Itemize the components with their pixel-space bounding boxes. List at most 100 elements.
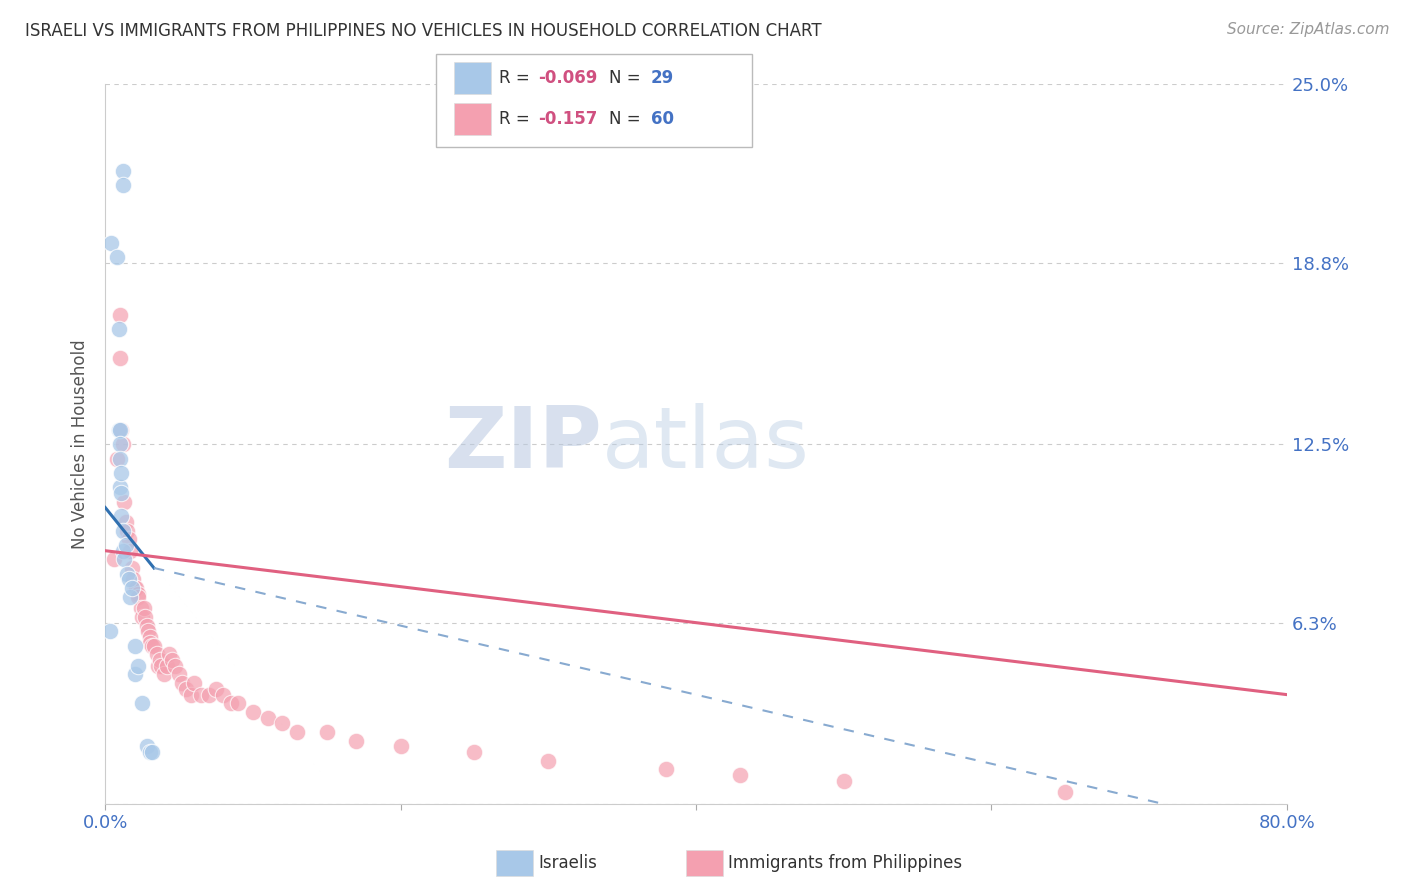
Text: N =: N = [609,69,645,87]
Text: N =: N = [609,110,645,128]
Point [127,587,149,601]
Point [127,658,149,673]
Point [205,681,228,696]
Point [170,676,193,690]
Point [149,653,172,667]
Point [344,733,367,747]
Point [125,581,148,595]
Point [160,653,183,667]
Point [121,561,143,575]
Text: Source: ZipAtlas.com: Source: ZipAtlas.com [1226,22,1389,37]
Point [98,624,121,639]
Point [107,423,129,437]
Text: atlas: atlas [602,402,810,486]
Text: Immigrants from Philippines: Immigrants from Philippines [728,855,963,872]
Point [183,676,205,690]
Point [153,667,176,681]
Point [730,768,752,782]
Point [197,688,219,702]
Text: Israelis: Israelis [538,855,598,872]
Text: 29: 29 [651,69,675,87]
Point [124,581,146,595]
Point [138,745,160,759]
Point [110,486,132,500]
Point [148,658,170,673]
Point [256,711,278,725]
Point [100,235,122,250]
Point [108,480,131,494]
Point [537,754,560,768]
Point [146,648,169,662]
Point [115,538,138,552]
Point [285,725,308,739]
Point [156,658,179,673]
Point [212,688,235,702]
Point [131,610,153,624]
Point [117,524,139,538]
Point [118,532,141,546]
Point [127,590,149,604]
Point [124,639,146,653]
Point [108,451,131,466]
Point [138,630,160,644]
Point [107,322,129,336]
Point [110,423,132,437]
Point [108,351,131,365]
Point [111,437,134,451]
Text: ISRAELI VS IMMIGRANTS FROM PHILIPPINES NO VEHICLES IN HOUSEHOLD CORRELATION CHAR: ISRAELI VS IMMIGRANTS FROM PHILIPPINES N… [25,22,823,40]
Point [463,745,485,759]
Point [163,658,186,673]
Point [120,543,142,558]
Point [118,573,141,587]
Point [150,658,173,673]
Point [389,739,412,754]
Point [111,524,134,538]
Point [242,705,264,719]
Point [112,495,135,509]
Text: R =: R = [499,69,536,87]
Text: R =: R = [499,110,536,128]
Point [157,648,180,662]
Point [110,509,132,524]
Point [226,696,249,710]
Point [103,552,125,566]
Point [115,515,138,529]
Point [121,581,143,595]
Point [134,610,156,624]
Text: 60: 60 [651,110,673,128]
Point [219,696,242,710]
Point [117,566,139,581]
Point [111,543,134,558]
Point [132,601,155,615]
Point [832,774,855,789]
Text: -0.157: -0.157 [538,110,598,128]
Point [180,688,202,702]
Point [105,451,128,466]
Point [129,601,152,615]
Point [141,639,163,653]
Point [167,667,190,681]
Point [124,667,146,681]
Point [120,590,142,604]
Point [135,618,157,632]
Point [105,250,128,264]
Point [138,636,160,650]
Point [142,639,165,653]
Point [131,696,153,710]
Point [271,716,294,731]
Point [1054,785,1077,799]
Point [111,163,134,178]
Point [108,423,131,437]
Point [176,681,198,696]
Point [315,725,337,739]
Point [110,466,132,480]
Point [136,624,159,639]
Point [141,745,163,759]
Point [190,688,212,702]
Text: -0.069: -0.069 [538,69,598,87]
Point [108,308,131,322]
Y-axis label: No Vehicles in Household: No Vehicles in Household [72,339,89,549]
Point [112,552,135,566]
Point [655,763,678,777]
Point [111,178,134,193]
